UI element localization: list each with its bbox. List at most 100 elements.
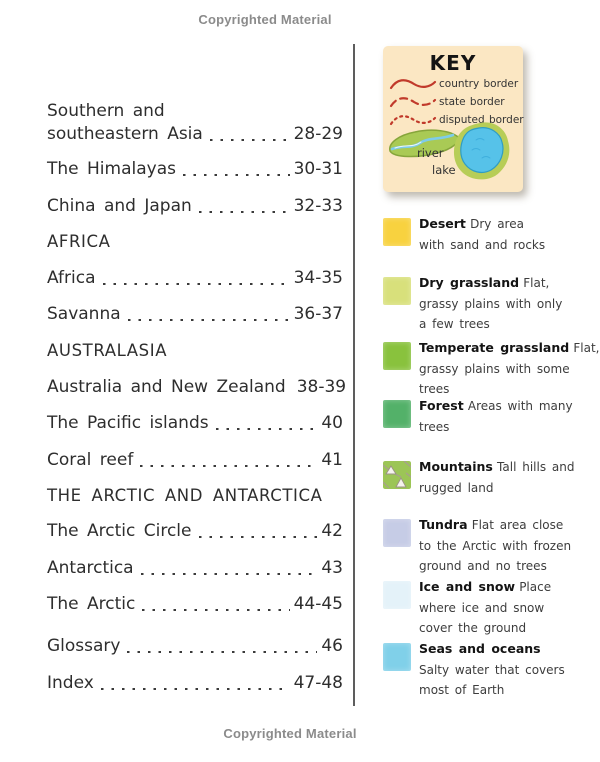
- toc-entry-label: southeastern Asia: [47, 124, 203, 144]
- toc-entry-label: The Arctic Circle: [47, 521, 192, 541]
- key-title: KEY: [429, 51, 477, 75]
- toc-entry: The Arctic Circle 42: [47, 521, 343, 541]
- toc-entry-pages: 46: [321, 636, 343, 656]
- legend-text: Forest Areas with many trees: [419, 398, 573, 434]
- toc-entry: The Pacific islands 40: [47, 413, 343, 433]
- legend-name: Forest: [419, 398, 464, 413]
- legend-name: Temperate grassland: [419, 340, 570, 355]
- toc-entry: Glossary 46: [47, 636, 343, 656]
- state-border-line-icon: [389, 97, 437, 108]
- toc-entry-label: Glossary: [47, 636, 121, 656]
- legend-item-mountains: Mountains Tall hills and rugged land: [383, 459, 574, 498]
- country-border-line-icon: [389, 79, 437, 90]
- dot-leader: [142, 608, 290, 611]
- copyright-banner-top: Copyrighted Material: [198, 12, 332, 27]
- forest-swatch: [383, 400, 411, 428]
- toc-entry-pages: 47-48: [293, 673, 343, 693]
- toc-entry: Australia and New Zealand 38-39: [47, 377, 347, 397]
- toc-entry-pages: 43: [321, 558, 343, 578]
- seas-and-oceans-swatch: [383, 643, 411, 671]
- legend-item-dry-grassland: Dry grassland Flat, grassy plains with on…: [383, 275, 562, 335]
- mountains-swatch: [383, 461, 411, 489]
- toc-entry: Savanna 36-37: [47, 304, 343, 324]
- toc-section-heading: AUSTRALASIA: [47, 341, 168, 360]
- river-label: river: [417, 146, 444, 160]
- key-row-state-border: state border: [383, 93, 523, 111]
- key-row-label: country border: [439, 78, 519, 90]
- legend-name: Tundra: [419, 517, 468, 532]
- toc-entry: China and Japan 32-33: [47, 196, 343, 216]
- legend-name: Dry grassland: [419, 275, 520, 290]
- toc-entry-wrapped-line: Southern and: [47, 101, 165, 121]
- copyright-banner-bottom: Copyrighted Material: [223, 726, 357, 741]
- disputed-border-line-icon: [389, 115, 437, 126]
- toc-entry-pages: 42: [321, 521, 343, 541]
- toc-entry: Africa 34-35: [47, 268, 343, 288]
- key-panel: KEY country border state border disputed…: [383, 46, 524, 192]
- toc-section-heading: THE ARCTIC AND ANTARCTICA: [47, 486, 323, 505]
- toc-entry: Index 47-48: [47, 673, 343, 693]
- lake-label: lake: [432, 163, 456, 177]
- legend-text: Tundra Flat area close to the Arctic with…: [419, 517, 572, 573]
- toc-entry: Antarctica 43: [47, 558, 343, 578]
- legend-item-tundra: Tundra Flat area close to the Arctic with…: [383, 517, 571, 577]
- toc-entry-label: The Arctic: [47, 594, 136, 614]
- toc-entry-pages: 30-31: [293, 159, 343, 179]
- dot-leader: [182, 173, 290, 176]
- toc-entry-label: Savanna: [47, 304, 121, 324]
- dot-leader: [198, 535, 318, 538]
- toc-entry-pages: 32-33: [293, 196, 343, 216]
- toc-entry-pages: 38-39: [296, 377, 347, 397]
- legend-text: Desert Dry area with sand and rocks: [419, 216, 546, 252]
- legend-item-temperate-grassland: Temperate grassland Flat, grassy plains w…: [383, 340, 600, 400]
- toc-entry-label: Africa: [47, 268, 96, 288]
- toc-entry-pages: 36-37: [293, 304, 343, 324]
- toc-entry: Coral reef 41: [47, 450, 343, 470]
- key-row-country-border: country border: [383, 75, 523, 93]
- legend-item-desert: Desert Dry area with sand and rocks: [383, 216, 545, 255]
- legend-name: Ice and snow: [419, 579, 515, 594]
- legend-item-forest: Forest Areas with many trees: [383, 398, 573, 437]
- legend-text: Temperate grassland Flat, grassy plains w…: [419, 340, 600, 396]
- toc-entry-label: Australia and New Zealand: [47, 377, 286, 397]
- dot-leader: [102, 282, 290, 285]
- toc-entry: southeastern Asia 28-29: [47, 124, 343, 144]
- toc-entry-label: Coral reef: [47, 450, 134, 470]
- dot-leader: [127, 650, 318, 653]
- legend-text: Ice and snow Place where ice and snow cov…: [419, 579, 552, 635]
- dot-leader: [209, 138, 290, 141]
- legend-name: Desert: [419, 216, 466, 231]
- temperate-grassland-swatch: [383, 342, 411, 370]
- dot-leader: [140, 572, 318, 575]
- toc-section-heading: AFRICA: [47, 232, 111, 251]
- legend-name: Mountains: [419, 459, 493, 474]
- toc-entry-pages: 34-35: [293, 268, 343, 288]
- toc-entry-label: China and Japan: [47, 196, 192, 216]
- toc-entry-pages: 44-45: [293, 594, 343, 614]
- legend-text: Seas and oceans Salty water that covers …: [419, 641, 565, 697]
- dry-grassland-swatch: [383, 277, 411, 305]
- toc-entry: The Himalayas 30-31: [47, 159, 343, 179]
- river-illustration-icon: [389, 129, 460, 158]
- dot-leader: [100, 687, 290, 690]
- desert-swatch: [383, 218, 411, 246]
- toc-entry-pages: 40: [321, 413, 343, 433]
- ice-and-snow-swatch: [383, 581, 411, 609]
- legend-item-ice-and-snow: Ice and snow Place where ice and snow cov…: [383, 579, 551, 639]
- toc-entry-label: The Himalayas: [47, 159, 176, 179]
- dot-leader: [198, 210, 290, 213]
- toc-entry-label: Index: [47, 673, 94, 693]
- dot-leader: [215, 427, 318, 430]
- tundra-swatch: [383, 519, 411, 547]
- toc-entry-pages: 28-29: [293, 124, 343, 144]
- dot-leader: [127, 318, 290, 321]
- dot-leader: [140, 464, 318, 467]
- legend-name: Seas and oceans: [419, 641, 541, 656]
- legend-text: Mountains Tall hills and rugged land: [419, 459, 575, 495]
- key-row-label: state border: [439, 96, 505, 108]
- legend-text: Dry grassland Flat, grassy plains with on…: [419, 275, 563, 331]
- key-row-label: disputed border: [439, 114, 524, 126]
- toc-entry: The Arctic 44-45: [47, 594, 343, 614]
- lake-illustration-icon: [453, 122, 510, 180]
